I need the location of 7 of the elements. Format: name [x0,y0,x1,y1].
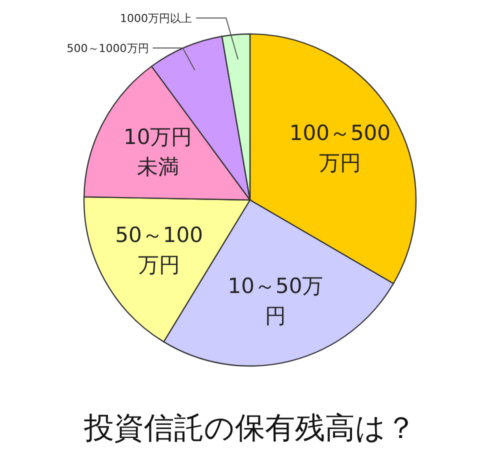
slice-label: 500～1000万円 [66,42,149,55]
text: 投資信託の保有残高は？ [83,411,416,446]
slice-label: 50～100万円 [114,222,204,279]
slice-label: 100～500万円 [288,120,392,178]
slice-label: 10万円未満 [122,124,194,182]
slice-label: 10～50万円 [226,272,324,330]
slice-label: 1000万円以上 [120,12,192,25]
